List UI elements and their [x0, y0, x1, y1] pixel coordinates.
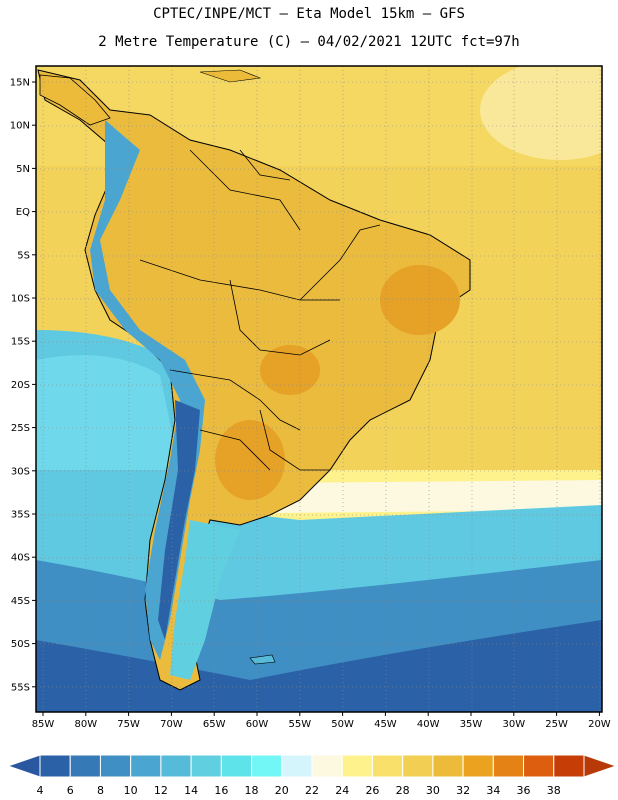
- colorbar-segment: [553, 754, 585, 778]
- lat-label: 15N: [10, 78, 30, 89]
- colorbar-label: 18: [245, 784, 259, 797]
- colorbar-label: 16: [214, 784, 228, 797]
- lon-label: 75W: [117, 719, 140, 730]
- pale-ocean-patch: [480, 66, 602, 160]
- lat-label: 5S: [17, 250, 30, 261]
- colorbar-label: 10: [124, 784, 138, 797]
- lon-label: 80W: [74, 719, 97, 730]
- map-field: [36, 66, 602, 712]
- colorbar-segment: [462, 754, 494, 778]
- colorbar: 4 6 8 10 12 14 16 18 20 22 24 26 28 30 32 34 36 38: [6, 754, 618, 797]
- map-frame: [35, 65, 603, 713]
- colorbar-label: 14: [184, 784, 198, 797]
- colorbar-segment: [160, 754, 192, 778]
- colorbar-label: 26: [365, 784, 379, 797]
- axis-ticks: 15N 10N 5N EQ 5S 10S 15S 20S 25S 30S 35S 40S 45S 50S 5…: [10, 78, 611, 731]
- colorbar-high-arrow: [583, 754, 618, 778]
- colorbar-label: 6: [67, 784, 74, 797]
- lon-label: 25W: [545, 719, 568, 730]
- lon-label: 70W: [160, 719, 183, 730]
- lat-label: 10S: [11, 294, 30, 305]
- colorbar-segment: [281, 754, 313, 778]
- lat-label: 30S: [11, 466, 30, 477]
- lat-label: 10N: [10, 121, 30, 132]
- caribbean-island: [199, 69, 262, 83]
- colorbar-segment: [69, 754, 101, 778]
- lat-label: EQ: [16, 207, 30, 218]
- lon-label: 35W: [460, 719, 483, 730]
- colorbar-label: 38: [547, 784, 561, 797]
- colorbar-segment: [341, 754, 373, 778]
- lon-label: 50W: [331, 719, 354, 730]
- country-borders: [139, 149, 381, 471]
- lat-label: 55S: [11, 682, 30, 693]
- lat-label: 45S: [11, 596, 30, 607]
- andes-coldest: [158, 400, 200, 640]
- colorbar-segment: [220, 754, 253, 778]
- colorbar-segment: [371, 754, 404, 778]
- lon-label: 55W: [288, 719, 311, 730]
- lon-label: 20W: [588, 719, 611, 730]
- lon-label: 60W: [246, 719, 269, 730]
- central-america: [39, 74, 111, 126]
- colorbar-segment: [251, 754, 283, 778]
- colorbar-label: 30: [426, 784, 440, 797]
- colorbar-segment: [311, 754, 343, 778]
- colorbar-label: 20: [275, 784, 289, 797]
- colorbar-label: 36: [517, 784, 531, 797]
- lon-label: 85W: [32, 719, 55, 730]
- lat-label: 25S: [11, 423, 30, 434]
- colorbar-label: 32: [456, 784, 470, 797]
- lat-label: 15S: [11, 337, 30, 348]
- hot-area-center: [260, 345, 320, 395]
- colorbar-label: 8: [97, 784, 104, 797]
- patagonia-cool: [170, 520, 240, 680]
- colorbar-label: 4: [37, 784, 44, 797]
- lat-label: 40S: [11, 553, 30, 564]
- lat-label: 35S: [11, 510, 30, 521]
- colorbar-segment: [39, 754, 71, 778]
- hot-area-south: [215, 420, 285, 500]
- colorbar-low-arrow: [6, 754, 41, 778]
- lon-label: 40W: [417, 719, 440, 730]
- colorbar-segment: [130, 754, 162, 778]
- colorbar-label: 34: [486, 784, 500, 797]
- colorbar-segment: [523, 754, 555, 778]
- colorbar-segment: [190, 754, 222, 778]
- pacific-cool: [36, 355, 180, 470]
- colorbar-segment: [432, 754, 464, 778]
- map-title-line2: 2 Metre Temperature (C) – 04/02/2021 12U…: [98, 34, 520, 50]
- lon-label: 65W: [203, 719, 226, 730]
- lat-label: 5N: [16, 164, 30, 175]
- hot-area-northeast: [380, 265, 460, 335]
- lat-label: 50S: [11, 639, 30, 650]
- colorbar-segment: [402, 754, 434, 778]
- colorbar-label: 12: [154, 784, 168, 797]
- colorbar-label: 28: [396, 784, 410, 797]
- colorbar-label: 22: [305, 784, 319, 797]
- lon-label: 45W: [374, 719, 397, 730]
- lat-label: 20S: [11, 380, 30, 391]
- falkland-islands: [249, 654, 276, 665]
- lon-label: 30W: [502, 719, 525, 730]
- colorbar-segment: [99, 754, 132, 778]
- map-title-line1: CPTEC/INPE/MCT – Eta Model 15km – GFS: [153, 6, 465, 22]
- colorbar-label: 24: [335, 784, 349, 797]
- colorbar-segment: [492, 754, 525, 778]
